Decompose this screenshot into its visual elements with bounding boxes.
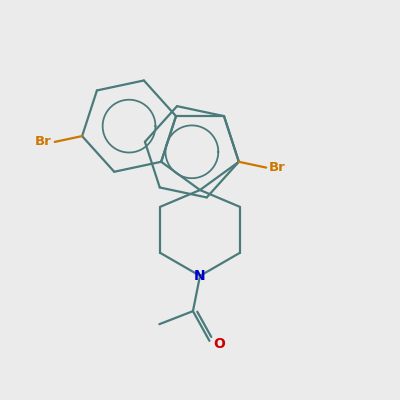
Text: Br: Br <box>269 161 286 174</box>
Text: O: O <box>214 337 225 351</box>
Text: N: N <box>194 269 206 283</box>
Text: Br: Br <box>35 136 52 148</box>
